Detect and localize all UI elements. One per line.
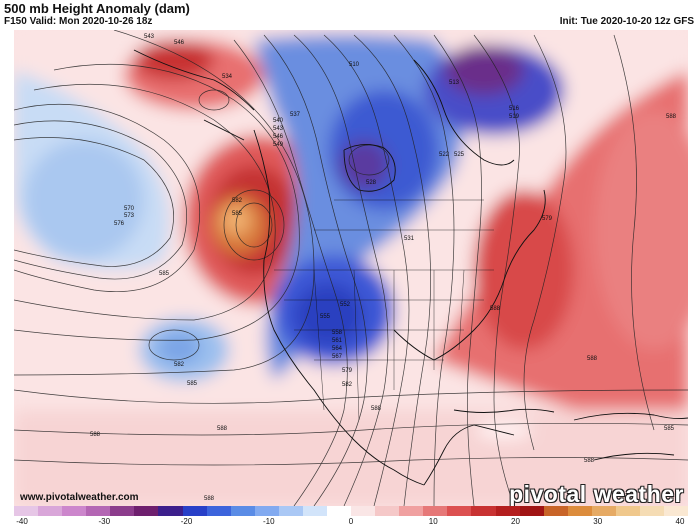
contour-label: 537 — [290, 112, 301, 118]
contour-label: 531 — [404, 236, 415, 242]
colorbar-swatch — [664, 506, 689, 516]
colorbar-swatch — [134, 506, 159, 516]
contour-label: 579 — [542, 216, 553, 222]
colorbar-tick-label: -30 — [98, 517, 111, 526]
colorbar-swatch — [591, 506, 616, 516]
contour-label: 585 — [232, 211, 243, 217]
contour-label: 510 — [349, 62, 360, 68]
init-time: Init: Tue 2020-10-20 12z GFS — [559, 16, 694, 27]
contour-label: 516 — [509, 106, 520, 112]
colorbar — [14, 506, 689, 516]
contour-label: 543 — [273, 126, 284, 132]
map-header: 500 mb Height Anomaly (dam) F150 Valid: … — [0, 0, 700, 30]
colorbar-swatch — [110, 506, 135, 516]
colorbar-swatch — [423, 506, 448, 516]
map-title: 500 mb Height Anomaly (dam) — [4, 1, 190, 16]
contour-label: 564 — [332, 346, 343, 352]
contour-label: 546 — [273, 134, 284, 140]
colorbar-tick-label: 30 — [593, 517, 603, 526]
contour-label: 561 — [332, 338, 343, 344]
contour-label: 513 — [449, 80, 460, 86]
colorbar-swatch — [86, 506, 111, 516]
contour-label: 525 — [454, 152, 465, 158]
map-canvas: 543 546 510 513 516 519 588 534 537 540 … — [14, 30, 688, 506]
colorbar-ticks: -40 -30 -20 -10 0 10 20 30 40 — [14, 517, 688, 529]
anomaly-map: 543 546 510 513 516 519 588 534 537 540 … — [14, 30, 688, 506]
height-contours — [14, 30, 688, 506]
anomaly-shading — [14, 30, 688, 506]
contour-label: 522 — [439, 152, 450, 158]
contour-label: 588 — [666, 114, 677, 120]
contour-label: 582 — [342, 382, 353, 388]
contour-label: 546 — [174, 40, 185, 46]
contour-label: 573 — [124, 213, 135, 219]
colorbar-swatch — [615, 506, 641, 516]
contour-label: 579 — [342, 368, 353, 374]
contour-label: 588 — [587, 356, 598, 362]
colorbar-swatch — [206, 506, 231, 516]
colorbar-swatch — [351, 506, 376, 516]
website-credit: www.pivotalweather.com — [20, 492, 139, 503]
colorbar-swatch — [375, 506, 400, 516]
contour-label: 540 — [273, 118, 284, 124]
colorbar-swatch — [471, 506, 496, 516]
contour-label: 585 — [664, 426, 675, 432]
colorbar-swatch — [495, 506, 520, 516]
colorbar-swatch — [327, 506, 352, 516]
contour-label: 528 — [366, 180, 377, 186]
colorbar-tick-label: 0 — [348, 517, 354, 526]
contour-label: 582 — [232, 198, 243, 204]
state-borders — [274, 199, 494, 421]
contour-label: 585 — [159, 271, 170, 277]
colorbar-swatch — [519, 506, 544, 516]
colorbar-tick-label: -40 — [16, 517, 28, 526]
colorbar-swatch — [302, 506, 328, 516]
contour-label: 549 — [273, 142, 284, 148]
valid-time: F150 Valid: Mon 2020-10-26 18z — [4, 16, 153, 27]
colorbar-tick-label: 20 — [511, 517, 520, 526]
colorbar-swatch — [640, 506, 665, 516]
colorbar-swatch — [567, 506, 592, 516]
contour-label: 576 — [114, 221, 125, 227]
contour-label: 555 — [320, 314, 331, 320]
coastlines — [133, 49, 688, 486]
contour-label: 567 — [332, 354, 343, 360]
contour-labels: 543 546 510 513 516 519 588 534 537 540 … — [90, 34, 677, 502]
contour-label: 570 — [124, 206, 135, 212]
contour-label: 588 — [204, 496, 215, 502]
colorbar-tick-label: 10 — [428, 517, 438, 526]
colorbar-tick-label: -20 — [180, 517, 193, 526]
colorbar-swatch — [158, 506, 183, 516]
colorbar-swatch — [447, 506, 472, 516]
contour-label: 558 — [332, 330, 343, 336]
contour-label: 588 — [90, 432, 101, 438]
colorbar-swatch — [399, 506, 424, 516]
colorbar-swatch — [543, 506, 568, 516]
contour-label: 519 — [509, 114, 520, 120]
contour-label: 588 — [490, 306, 501, 312]
colorbar-swatch — [182, 506, 207, 516]
pivotal-weather-logo: pivotal weather — [509, 481, 684, 506]
colorbar-swatch — [38, 506, 63, 516]
contour-label: 534 — [222, 74, 233, 80]
contour-label: 582 — [174, 362, 185, 368]
colorbar-swatch — [230, 506, 255, 516]
contour-label: 543 — [144, 34, 155, 40]
contour-label: 588 — [217, 426, 228, 432]
contour-label: 588 — [371, 406, 382, 412]
colorbar-swatch — [278, 506, 303, 516]
contour-label: 588 — [584, 458, 595, 464]
contour-label: 552 — [340, 302, 351, 308]
contour-label: 585 — [187, 381, 198, 387]
colorbar-tick-label: 40 — [675, 517, 685, 526]
colorbar-swatch — [62, 506, 87, 516]
colorbar-swatch — [254, 506, 279, 516]
colorbar-swatch — [14, 506, 39, 516]
colorbar-tick-label: -10 — [262, 517, 275, 526]
